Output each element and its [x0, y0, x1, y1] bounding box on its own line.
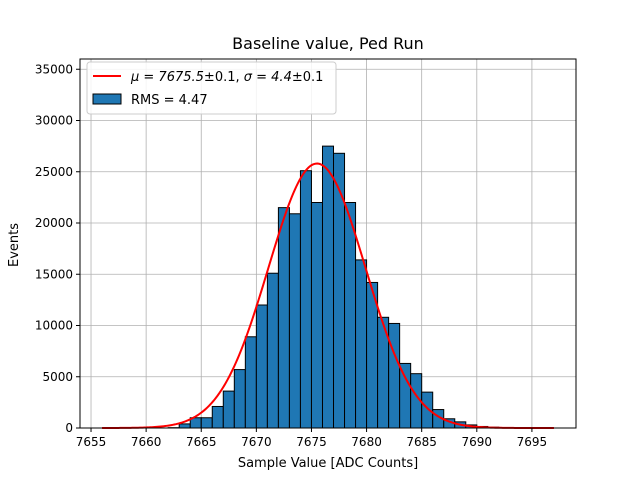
legend-fit-label: μ = 7675.5±0.1, σ = 4.4±0.1: [130, 70, 323, 85]
gaussian-fit: [102, 162, 554, 429]
x-tick-label: 7695: [517, 435, 548, 449]
legend: μ = 7675.5±0.1, σ = 4.4±0.1 RMS = 4.47: [86, 61, 337, 115]
histogram-bars: [167, 145, 511, 429]
y-axis-ticks: 0 5000 10000 15000 20000 25000 30000 35000: [35, 62, 80, 435]
x-tick-label: 7655: [76, 435, 107, 449]
y-tick-label: 0: [65, 421, 73, 435]
x-tick-label: 7670: [241, 435, 272, 449]
x-tick-label: 7690: [462, 435, 493, 449]
legend-histogram-label: RMS = 4.47: [131, 93, 208, 108]
legend-histogram-swatch: [92, 93, 122, 105]
x-axis-ticks: 7655 7660 7665 7670 7675 7680 7685 7690 7695: [76, 428, 547, 449]
x-tick-label: 7660: [131, 435, 162, 449]
histogram-bar: [333, 152, 346, 429]
histogram-bar: [355, 259, 368, 429]
y-axis-label: Events: [7, 223, 22, 267]
y-tick-label: 25000: [35, 165, 73, 179]
y-tick-label: 15000: [35, 267, 73, 281]
histogram-bar: [310, 202, 323, 429]
y-tick-label: 5000: [42, 370, 73, 384]
axes-frame: [79, 58, 577, 429]
x-tick-label: 7680: [351, 435, 382, 449]
histogram-bar: [233, 369, 246, 429]
histogram-bar: [178, 423, 191, 429]
histogram-bar: [211, 405, 224, 429]
histogram-bar: [299, 170, 312, 429]
histogram-bar: [255, 304, 268, 429]
histogram-bar: [321, 145, 335, 429]
x-tick-label: 7675: [296, 435, 327, 449]
histogram-bar: [388, 322, 401, 429]
histogram-bar: [200, 417, 213, 429]
y-tick-label: 10000: [35, 319, 73, 333]
y-tick-label: 35000: [35, 62, 73, 76]
histogram-bar: [244, 336, 257, 429]
x-tick-label: 7685: [406, 435, 437, 449]
histogram-bar: [344, 202, 357, 429]
histogram-bar: [399, 362, 412, 429]
histogram-bar: [222, 390, 235, 429]
y-tick-label: 30000: [35, 114, 73, 128]
x-tick-label: 7665: [186, 435, 217, 449]
legend-box: [86, 61, 337, 115]
histogram-bar: [421, 391, 434, 429]
fit-curve: [102, 162, 554, 429]
chart-title: Baseline value, Ped Run: [232, 34, 424, 53]
y-tick-label: 20000: [35, 216, 73, 230]
x-axis-label: Sample Value [ADC Counts]: [238, 456, 418, 471]
histogram-bar: [266, 272, 279, 429]
histogram-bar: [277, 207, 290, 429]
histogram-bar: [288, 213, 301, 429]
plot-frame: [79, 58, 577, 429]
